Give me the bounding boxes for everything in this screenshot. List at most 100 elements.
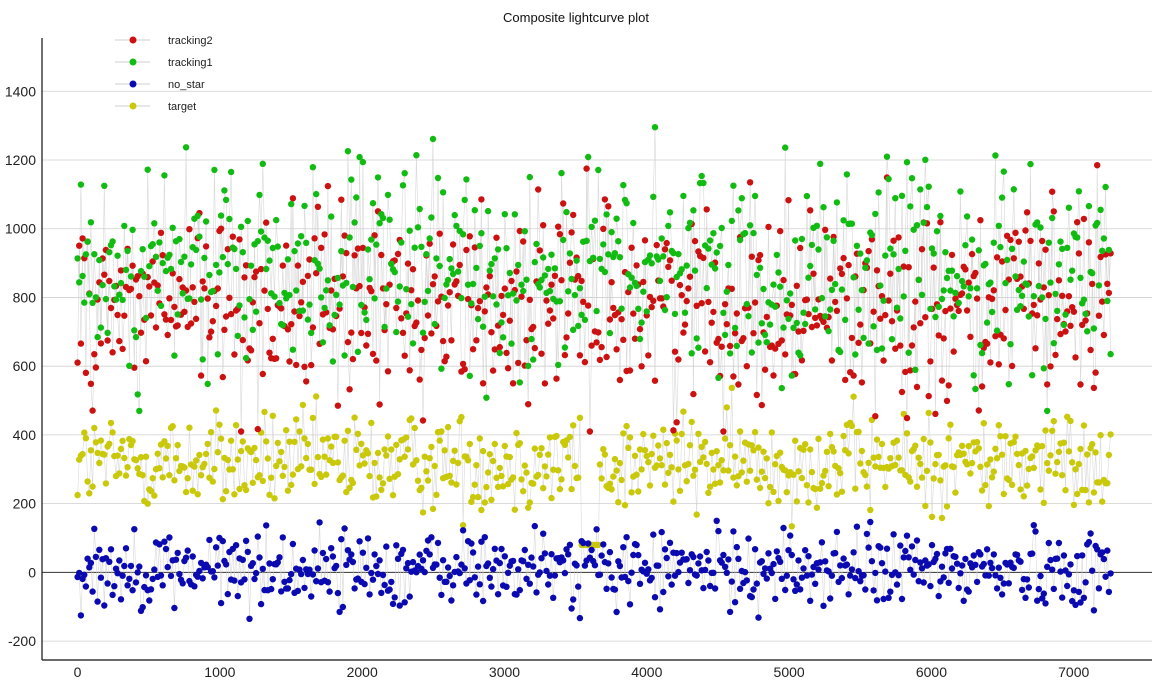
point-no_star [232,542,240,549]
point-tracking2 [651,377,659,384]
point-no_star [124,582,131,589]
point-tracking2 [641,237,649,244]
legend-marker-tracking1 [129,58,137,66]
point-no_star [995,564,1002,571]
point-tracking2 [1012,229,1019,236]
point-tracking1 [239,249,246,256]
point-target [641,447,649,454]
point-no_star [399,546,407,554]
point-target [927,439,934,446]
point-tracking2 [481,308,488,315]
point-tracking1 [563,208,570,216]
point-target [291,438,298,445]
point-no_star [616,562,624,570]
point-tracking1 [79,272,86,280]
point-tracking2 [610,304,617,312]
point-tracking1 [638,319,645,326]
point-tracking1 [361,309,368,316]
point-tracking2 [291,308,298,315]
point-tracking1 [977,341,984,349]
point-no_star [361,580,368,588]
point-tracking1 [141,273,148,280]
point-target [988,474,996,481]
point-tracking1 [593,307,600,315]
point-tracking2 [479,380,487,387]
point-target [1012,433,1019,440]
point-tracking1 [117,279,125,287]
point-target [525,504,532,511]
point-no_star [608,574,615,581]
point-no_star [733,543,740,551]
point-tracking1 [671,310,679,318]
point-tracking1 [237,223,245,230]
point-tracking1 [937,212,944,220]
point-tracking1 [743,300,750,308]
point-tracking2 [129,262,136,269]
point-tracking2 [536,247,543,254]
point-no_star [743,577,750,584]
point-tracking1 [101,182,108,189]
point-tracking2 [226,294,233,301]
point-target [159,474,166,481]
point-target [761,474,769,482]
point-tracking1 [246,296,253,303]
point-tracking2 [978,383,986,390]
point-tracking2 [780,276,787,284]
point-tracking1 [540,254,547,261]
point-target [486,451,493,458]
point-tracking1 [76,279,83,286]
point-no_star [573,562,580,569]
point-tracking1 [958,277,966,285]
point-target [930,475,937,482]
point-target [867,506,874,514]
point-target [413,457,420,464]
point-tracking1 [1054,307,1061,315]
point-tracking1 [242,354,250,362]
point-no_star [633,541,640,549]
point-target [1054,458,1061,466]
point-tracking2 [671,348,679,355]
point-no_star [406,593,413,600]
point-target [643,452,650,460]
point-target [207,428,215,436]
point-tracking1 [828,286,836,293]
point-tracking2 [927,358,934,365]
point-tracking2 [142,358,150,365]
point-tracking1 [650,193,657,200]
point-tracking1 [933,228,941,235]
point-tracking2 [873,267,881,274]
y-tick-label: -200 [8,633,36,649]
point-target [1090,489,1098,496]
point-tracking2 [753,391,760,399]
point-tracking2 [259,370,266,378]
point-tracking1 [897,315,904,322]
point-no_star [626,601,634,608]
point-no_star [788,551,795,559]
point-no_star [391,594,398,601]
point-tracking2 [154,282,161,289]
point-tracking2 [995,361,1002,368]
point-target [321,453,328,460]
point-target [943,503,951,510]
point-target [535,471,542,479]
point-target [635,488,642,495]
point-tracking2 [593,339,600,346]
point-tracking2 [663,239,670,247]
point-tracking2 [777,227,784,235]
point-tracking2 [384,368,392,375]
point-tracking1 [279,322,286,329]
point-no_star [1089,567,1096,574]
point-target [718,457,725,464]
point-tracking1 [151,220,158,227]
point-tracking2 [201,285,208,292]
point-tracking1 [391,268,398,276]
point-target [837,469,844,477]
point-tracking2 [857,321,864,328]
point-no_star [948,565,956,572]
point-target [660,426,667,433]
point-target [792,437,799,444]
point-target [496,464,503,472]
point-target [538,445,545,452]
point-target [266,491,273,498]
point-tracking2 [308,361,315,369]
